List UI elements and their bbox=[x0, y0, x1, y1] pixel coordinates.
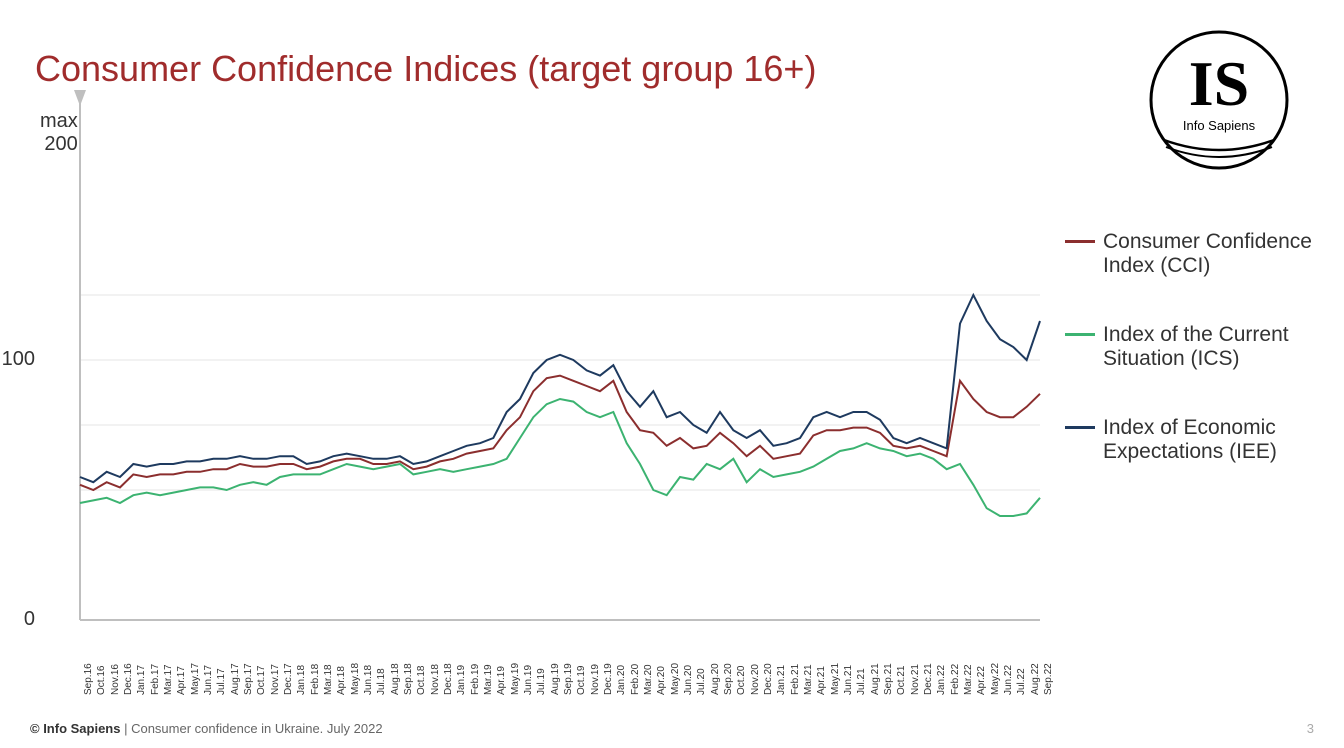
x-tick-label: Sep.18 bbox=[403, 663, 414, 695]
x-tick-label: Apr.20 bbox=[656, 666, 667, 695]
x-tick-label: Dec.21 bbox=[923, 663, 934, 695]
series-line bbox=[80, 376, 1040, 490]
x-tick-label: Jun.18 bbox=[363, 665, 374, 695]
x-tick-label: Aug.17 bbox=[230, 663, 241, 695]
x-tick-label: Aug.18 bbox=[390, 663, 401, 695]
x-tick-label: Oct.21 bbox=[896, 666, 907, 695]
x-tick-label: Feb.22 bbox=[950, 664, 961, 695]
series-line bbox=[80, 399, 1040, 516]
chart-title: Consumer Confidence Indices (target grou… bbox=[35, 48, 816, 90]
x-tick-label: Apr.17 bbox=[176, 666, 187, 695]
x-tick-label: Jan.18 bbox=[296, 665, 307, 695]
legend: Consumer Confidence Index (CCI) Index of … bbox=[1065, 230, 1325, 509]
legend-item: Index of the Current Situation (ICS) bbox=[1065, 323, 1325, 371]
x-tick-label: Mar.22 bbox=[963, 664, 974, 695]
x-axis-labels: Sep.16Oct.16Nov.16Dec.16Jan.17Feb.17Mar.… bbox=[80, 655, 1040, 705]
x-tick-label: Mar.20 bbox=[643, 664, 654, 695]
x-tick-label: Oct.20 bbox=[736, 666, 747, 695]
x-tick-label: Apr.22 bbox=[976, 666, 987, 695]
x-tick-label: Feb.21 bbox=[790, 664, 801, 695]
x-tick-label: Jan.19 bbox=[456, 665, 467, 695]
x-tick-label: Jul.17 bbox=[216, 668, 227, 695]
x-tick-label: Nov.16 bbox=[110, 664, 121, 695]
x-tick-label: Dec.18 bbox=[443, 663, 454, 695]
x-tick-label: Mar.18 bbox=[323, 664, 334, 695]
x-tick-label: Jun.17 bbox=[203, 665, 214, 695]
x-tick-label: May.20 bbox=[670, 663, 681, 695]
svg-text:Info Sapiens: Info Sapiens bbox=[1183, 118, 1256, 133]
x-tick-label: Sep.19 bbox=[563, 663, 574, 695]
legend-swatch bbox=[1065, 426, 1095, 429]
chart: 0100 Sep.16Oct.16Nov.16Dec.16Jan.17Feb.1… bbox=[80, 100, 1040, 660]
logo: IS Info Sapiens bbox=[1144, 25, 1294, 175]
x-tick-label: Apr.21 bbox=[816, 666, 827, 695]
x-tick-label: Sep.21 bbox=[883, 663, 894, 695]
x-tick-label: Jan.21 bbox=[776, 665, 787, 695]
y-tick-label: 100 bbox=[2, 348, 35, 371]
x-tick-label: Sep.20 bbox=[723, 663, 734, 695]
x-tick-label: Aug.21 bbox=[870, 663, 881, 695]
x-tick-label: Jul.18 bbox=[376, 668, 387, 695]
svg-text:IS: IS bbox=[1189, 48, 1250, 119]
x-tick-label: Dec.20 bbox=[763, 663, 774, 695]
x-tick-label: Jan.20 bbox=[616, 665, 627, 695]
x-tick-label: Nov.18 bbox=[430, 664, 441, 695]
x-tick-label: Nov.17 bbox=[270, 664, 281, 695]
x-tick-label: Feb.18 bbox=[310, 664, 321, 695]
x-tick-label: Dec.17 bbox=[283, 663, 294, 695]
x-tick-label: Apr.18 bbox=[336, 666, 347, 695]
x-tick-label: Jan.17 bbox=[136, 665, 147, 695]
x-tick-label: Sep.22 bbox=[1043, 663, 1054, 695]
x-tick-label: Aug.19 bbox=[550, 663, 561, 695]
x-tick-label: Oct.19 bbox=[576, 666, 587, 695]
x-tick-label: Oct.18 bbox=[416, 666, 427, 695]
x-tick-label: May.22 bbox=[990, 663, 1001, 695]
series-line bbox=[80, 295, 1040, 482]
x-tick-label: Nov.19 bbox=[590, 664, 601, 695]
x-tick-label: May.18 bbox=[350, 663, 361, 695]
x-tick-label: Feb.17 bbox=[150, 664, 161, 695]
legend-item: Consumer Confidence Index (CCI) bbox=[1065, 230, 1325, 278]
x-tick-label: May.19 bbox=[510, 663, 521, 695]
x-tick-label: Aug.20 bbox=[710, 663, 721, 695]
x-tick-label: Oct.17 bbox=[256, 666, 267, 695]
legend-label: Consumer Confidence Index (CCI) bbox=[1103, 230, 1325, 278]
footer-copyright: © Info Sapiens bbox=[30, 721, 120, 736]
x-tick-label: Mar.17 bbox=[163, 664, 174, 695]
x-tick-label: Mar.19 bbox=[483, 664, 494, 695]
x-tick-label: Feb.19 bbox=[470, 664, 481, 695]
x-tick-label: Feb.20 bbox=[630, 664, 641, 695]
page-number: 3 bbox=[1307, 721, 1314, 736]
x-tick-label: Aug.22 bbox=[1030, 663, 1041, 695]
x-tick-label: Jul.21 bbox=[856, 668, 867, 695]
x-tick-label: Jul.22 bbox=[1016, 668, 1027, 695]
x-tick-label: Mar.21 bbox=[803, 664, 814, 695]
footer-caption: | Consumer confidence in Ukraine. July 2… bbox=[120, 721, 382, 736]
x-tick-label: Oct.16 bbox=[96, 666, 107, 695]
y-tick-label: 0 bbox=[24, 608, 35, 631]
x-tick-label: Nov.21 bbox=[910, 664, 921, 695]
legend-swatch bbox=[1065, 240, 1095, 243]
x-tick-label: May.21 bbox=[830, 663, 841, 695]
x-tick-label: Sep.17 bbox=[243, 663, 254, 695]
legend-label: Index of Economic Expectations (IEE) bbox=[1103, 416, 1325, 464]
x-tick-label: Jun.22 bbox=[1003, 665, 1014, 695]
x-tick-label: Jun.19 bbox=[523, 665, 534, 695]
x-tick-label: Sep.16 bbox=[83, 663, 94, 695]
x-tick-label: Apr.19 bbox=[496, 666, 507, 695]
legend-swatch bbox=[1065, 333, 1095, 336]
x-tick-label: Jun.21 bbox=[843, 665, 854, 695]
x-tick-label: Jan.22 bbox=[936, 665, 947, 695]
legend-label: Index of the Current Situation (ICS) bbox=[1103, 323, 1325, 371]
x-tick-label: Jul.20 bbox=[696, 668, 707, 695]
x-tick-label: Jun.20 bbox=[683, 665, 694, 695]
footer: © Info Sapiens | Consumer confidence in … bbox=[30, 721, 383, 736]
x-tick-label: Dec.19 bbox=[603, 663, 614, 695]
x-tick-label: Dec.16 bbox=[123, 663, 134, 695]
y-axis-max-label: max 200 bbox=[40, 110, 78, 156]
x-tick-label: Nov.20 bbox=[750, 664, 761, 695]
legend-item: Index of Economic Expectations (IEE) bbox=[1065, 416, 1325, 464]
x-tick-label: Jul.19 bbox=[536, 668, 547, 695]
x-tick-label: May.17 bbox=[190, 663, 201, 695]
